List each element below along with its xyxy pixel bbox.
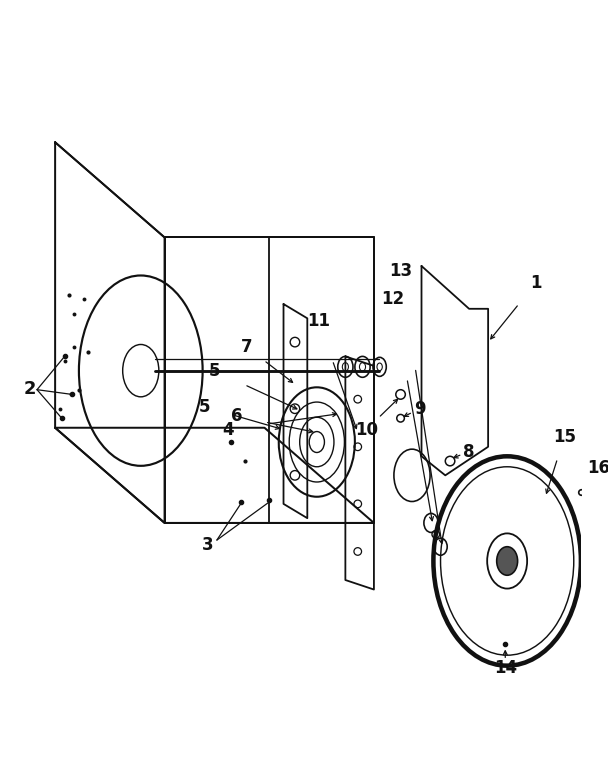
Text: 1: 1 xyxy=(530,274,542,292)
Text: 3: 3 xyxy=(202,535,213,554)
Text: 7: 7 xyxy=(241,337,252,356)
Text: 15: 15 xyxy=(553,428,576,446)
Text: 5: 5 xyxy=(199,398,210,416)
Text: 11: 11 xyxy=(307,312,330,330)
Text: 8: 8 xyxy=(463,443,475,460)
Ellipse shape xyxy=(497,547,517,575)
Text: 4: 4 xyxy=(223,420,234,439)
Text: 5: 5 xyxy=(209,362,220,380)
Text: 2: 2 xyxy=(24,380,36,398)
Text: 13: 13 xyxy=(389,262,412,280)
Text: 9: 9 xyxy=(414,400,426,418)
Text: 6: 6 xyxy=(231,407,243,426)
Text: 12: 12 xyxy=(381,290,404,308)
Text: 10: 10 xyxy=(355,420,378,439)
Text: 14: 14 xyxy=(494,659,517,676)
Text: 16: 16 xyxy=(587,459,608,477)
